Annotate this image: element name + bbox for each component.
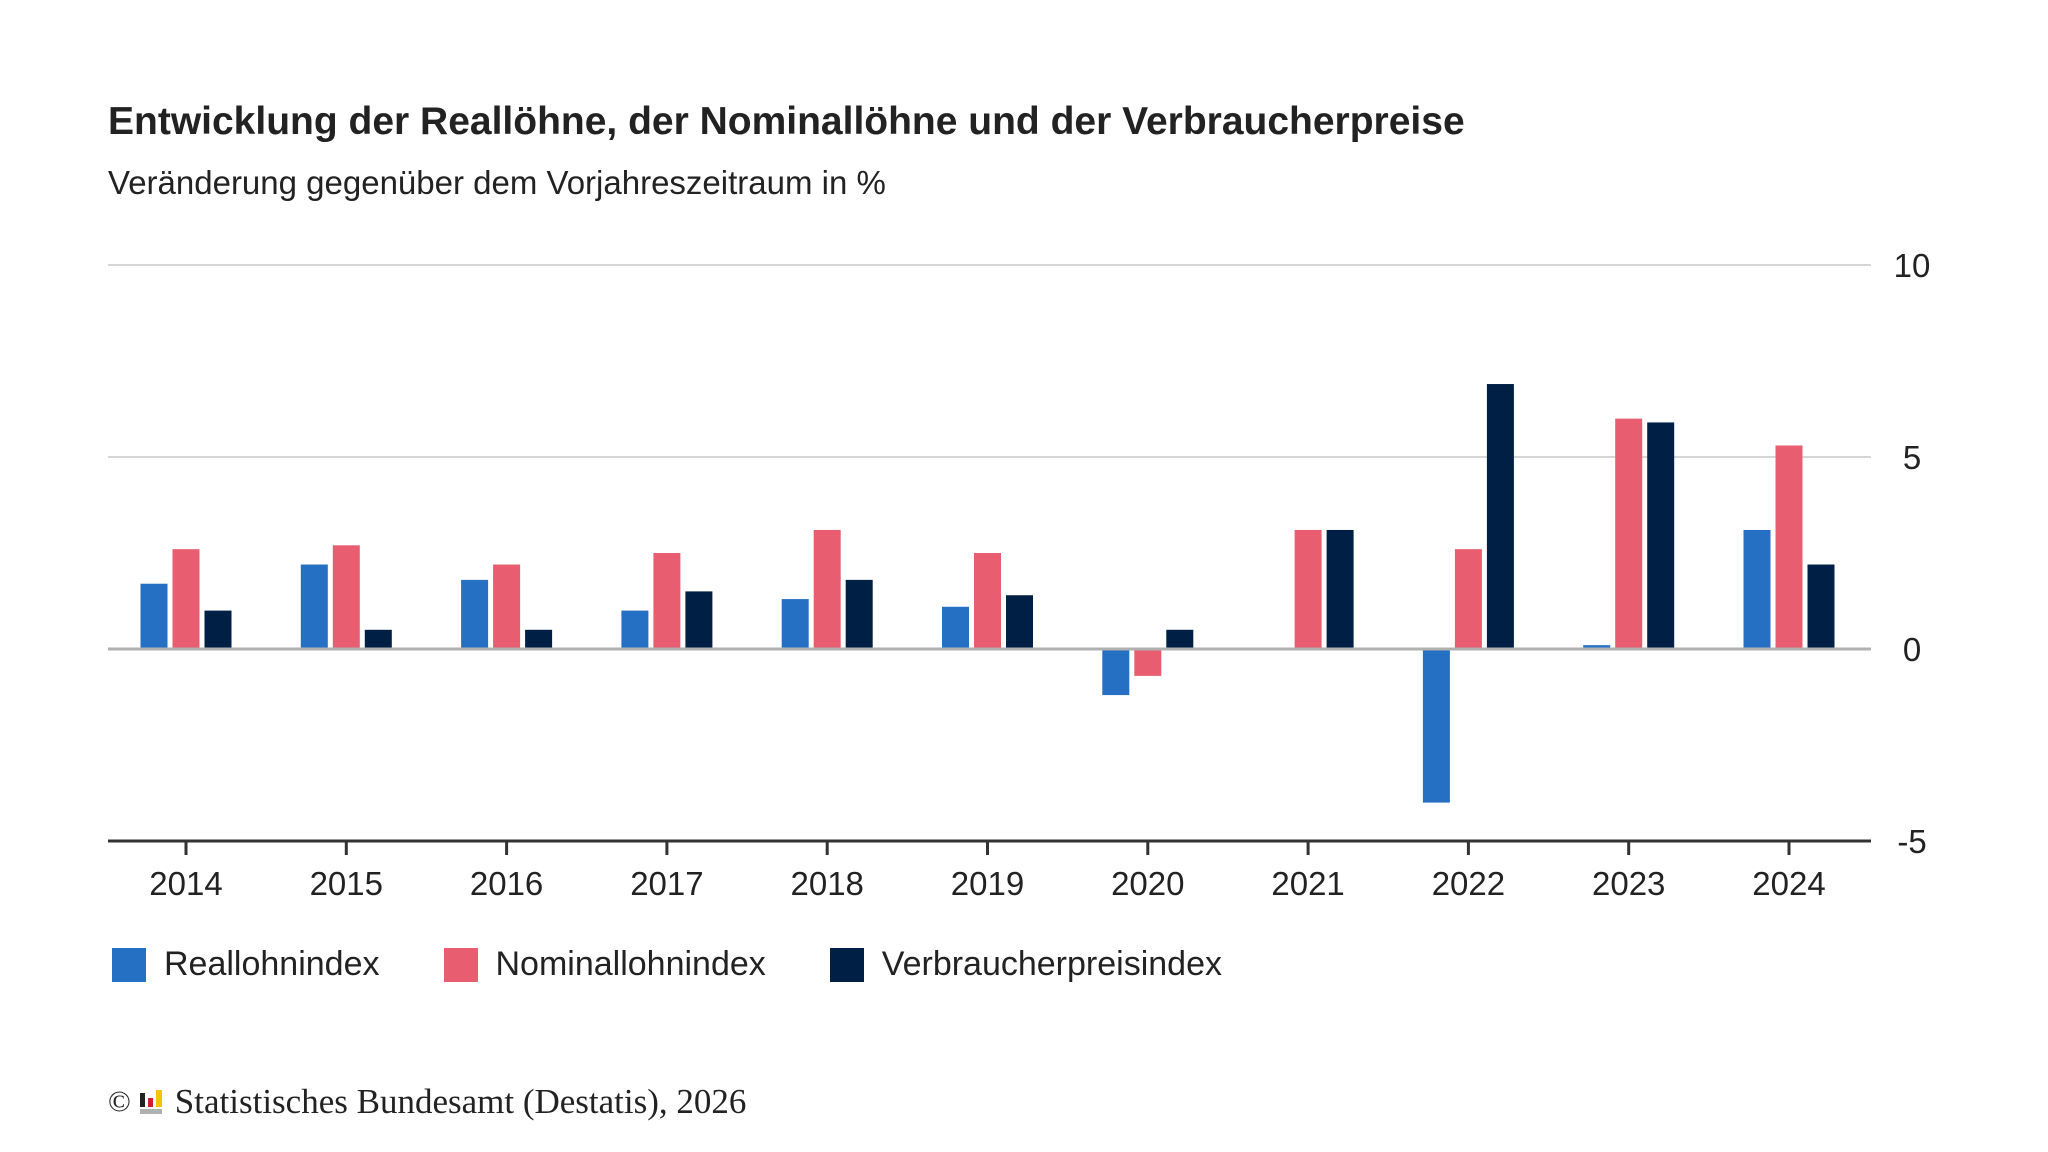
bar-verbraucherpreisindex-2020 bbox=[1166, 629, 1194, 649]
y-tick-label: 0 bbox=[1903, 631, 1921, 668]
bar-verbraucherpreisindex-2023 bbox=[1647, 422, 1675, 649]
x-tick-label: 2014 bbox=[149, 865, 222, 902]
destatis-logo-graphic bbox=[139, 1090, 162, 1114]
x-tick-label: 2018 bbox=[790, 865, 863, 902]
x-tick-label: 2019 bbox=[951, 865, 1024, 902]
legend-swatch bbox=[112, 947, 146, 982]
bar-verbraucherpreisindex-2017 bbox=[685, 591, 713, 649]
bar-reallohnindex-2019 bbox=[942, 606, 969, 649]
y-tick-label: -5 bbox=[1897, 823, 1926, 860]
bar-reallohnindex-2023 bbox=[1583, 645, 1611, 649]
copyright-symbol: © bbox=[108, 1085, 131, 1118]
bar-reallohnindex-2014 bbox=[140, 583, 168, 649]
bar-nominallohnindex-2017 bbox=[653, 553, 681, 649]
bar-nominallohnindex-2020 bbox=[1134, 649, 1162, 676]
y-tick-label: 5 bbox=[1903, 439, 1921, 476]
bar-reallohnindex-2020 bbox=[1102, 649, 1130, 696]
x-tick-label: 2024 bbox=[1752, 865, 1825, 902]
x-tick-label: 2021 bbox=[1271, 865, 1344, 902]
legend-item-verbraucherpreisindex[interactable]: Verbraucherpreisindex bbox=[829, 945, 1222, 984]
destatis-logo-icon bbox=[139, 1089, 167, 1115]
x-tick-label: 2022 bbox=[1432, 865, 1505, 902]
bar-verbraucherpreisindex-2018 bbox=[845, 579, 873, 649]
bar-nominallohnindex-2022 bbox=[1454, 549, 1482, 649]
bar-reallohnindex-2017 bbox=[621, 610, 649, 649]
x-tick-label: 2016 bbox=[470, 865, 543, 902]
legend-swatch bbox=[443, 947, 478, 982]
bar-nominallohnindex-2023 bbox=[1615, 418, 1643, 649]
bar-verbraucherpreisindex-2019 bbox=[1006, 595, 1033, 649]
bar-reallohnindex-2022 bbox=[1422, 649, 1450, 803]
bar-nominallohnindex-2014 bbox=[172, 549, 200, 649]
bar-nominallohnindex-2018 bbox=[813, 529, 841, 649]
bar-reallohnindex-2024 bbox=[1743, 529, 1771, 649]
x-tick-label: 2020 bbox=[1111, 865, 1184, 902]
chart-subtitle: Veränderung gegenüber dem Vorjahreszeitr… bbox=[108, 164, 886, 201]
legend-item-reallohnindex[interactable]: Reallohnindex bbox=[112, 945, 380, 984]
bar-verbraucherpreisindex-2016 bbox=[525, 629, 553, 649]
legend-label: Reallohnindex bbox=[164, 945, 380, 983]
legend-swatch bbox=[829, 947, 864, 982]
bar-verbraucherpreisindex-2022 bbox=[1486, 384, 1514, 649]
x-tick-label: 2015 bbox=[310, 865, 383, 902]
x-tick-label: 2017 bbox=[630, 865, 703, 902]
bar-reallohnindex-2016 bbox=[461, 579, 489, 649]
legend-item-nominallohnindex[interactable]: Nominallohnindex bbox=[443, 945, 766, 984]
bar-nominallohnindex-2021 bbox=[1294, 529, 1322, 649]
bar-verbraucherpreisindex-2021 bbox=[1326, 529, 1354, 649]
legend-label: Verbraucherpreisindex bbox=[881, 945, 1222, 983]
x-tick-label: 2023 bbox=[1592, 865, 1665, 902]
bar-verbraucherpreisindex-2015 bbox=[364, 629, 392, 649]
bar-nominallohnindex-2016 bbox=[493, 564, 521, 649]
source-text: Statistisches Bundesamt (Destatis), 2026 bbox=[174, 1082, 747, 1121]
legend-label: Nominallohnindex bbox=[495, 945, 766, 983]
bar-reallohnindex-2018 bbox=[781, 599, 809, 649]
bar-nominallohnindex-2024 bbox=[1775, 445, 1803, 649]
bar-verbraucherpreisindex-2024 bbox=[1807, 564, 1835, 649]
bar-nominallohnindex-2015 bbox=[332, 545, 360, 649]
bar-reallohnindex-2015 bbox=[300, 564, 328, 649]
bar-nominallohnindex-2019 bbox=[974, 553, 1001, 649]
y-tick-label: 10 bbox=[1894, 247, 1931, 284]
bar-verbraucherpreisindex-2014 bbox=[204, 610, 232, 649]
source-footer: © Statistisches Bundesamt (Destatis), 20… bbox=[108, 1082, 746, 1122]
chart-title: Entwicklung der Reallöhne, der Nominallö… bbox=[108, 100, 1465, 143]
legend: Reallohnindex Nominallohnindex Verbrauch… bbox=[112, 945, 1222, 984]
